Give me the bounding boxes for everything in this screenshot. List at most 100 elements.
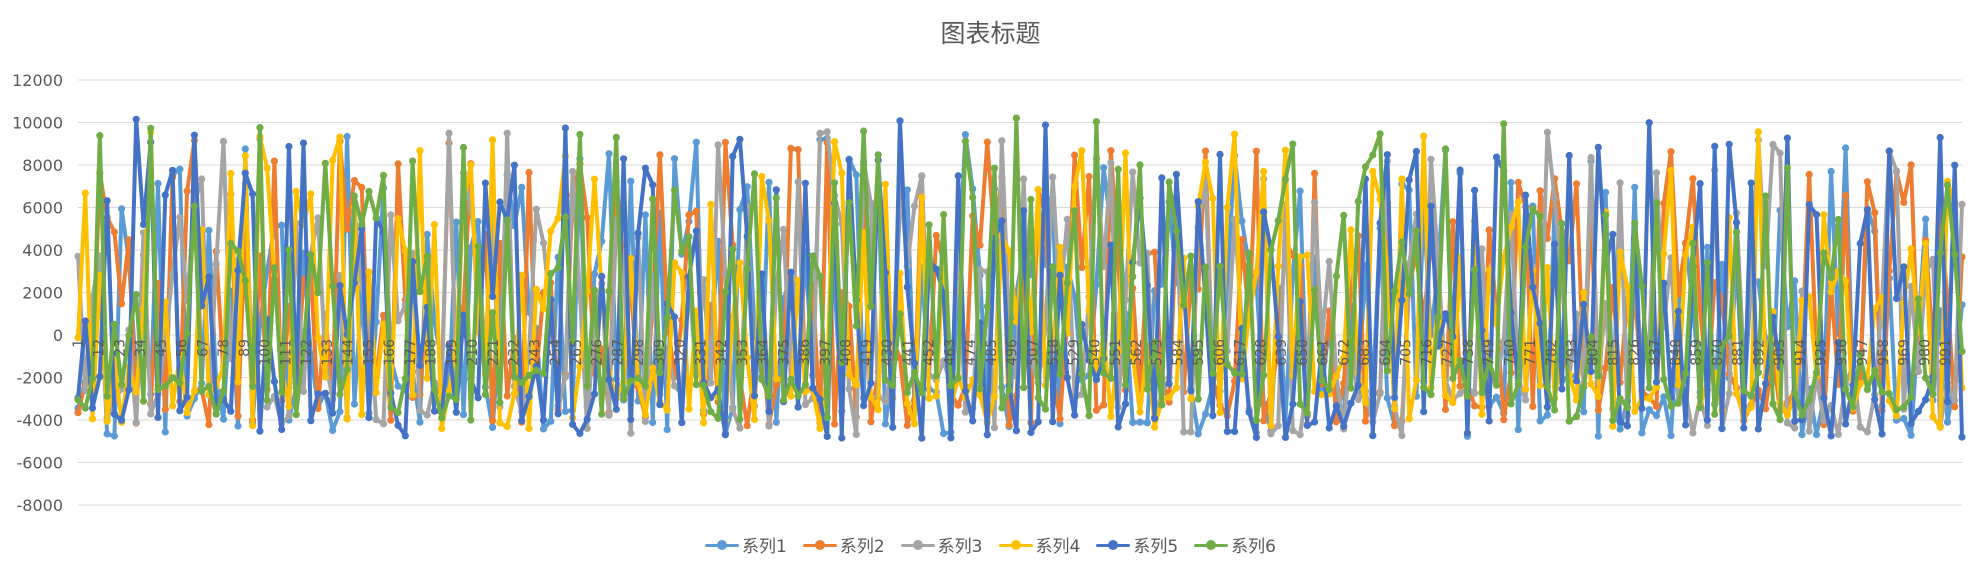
data-point [678,419,686,427]
x-tick-label: 12 [92,339,108,357]
data-point [1405,415,1413,423]
data-point [605,376,613,384]
data-point [329,426,337,434]
data-point [387,403,395,412]
data-point [1645,395,1653,403]
data-point [576,362,584,371]
data-point [1231,369,1239,377]
data-point [656,401,664,409]
data-point [743,354,751,362]
data-point [874,406,882,414]
data-point [772,418,780,426]
data-point [481,390,489,399]
data-point [801,179,810,187]
data-point [539,416,548,424]
data-point [990,392,999,400]
x-tick-label: 353 [735,339,751,366]
data-point [481,179,489,187]
data-point [692,207,700,215]
data-point [314,289,322,297]
data-point [336,133,344,141]
data-point [1325,257,1333,265]
data-point [1558,385,1566,393]
data-point [532,285,540,293]
data-point [1660,279,1668,287]
data-point [561,124,570,132]
data-point [1391,405,1399,413]
data-point [1231,130,1239,138]
data-point [954,374,962,382]
data-point [1740,424,1748,432]
data-point [139,397,148,405]
data-point [1892,294,1901,303]
data-point [1456,382,1464,390]
data-point [932,372,940,380]
x-tick-label: 683 [1357,339,1373,366]
data-point [1216,262,1224,270]
data-point [1572,413,1581,421]
data-point [1427,155,1435,163]
data-point [176,165,184,173]
data-point [729,405,737,414]
data-point [1689,429,1697,437]
data-point [1136,418,1144,426]
data-point [1863,178,1871,186]
data-point [1674,381,1682,389]
data-point [1121,400,1130,408]
data-point [1922,239,1930,248]
data-point [423,230,431,238]
data-point [176,213,184,221]
data-point [823,128,831,136]
data-point [961,408,970,416]
data-point [1805,427,1813,435]
data-point [736,415,744,423]
data-point [307,190,315,198]
data-point [961,387,970,395]
data-point [1856,351,1864,359]
data-point [1354,381,1362,389]
data-point [736,259,744,267]
data-point [569,167,577,176]
data-point [1594,392,1602,400]
data-point [889,381,897,389]
data-point [452,218,460,226]
data-point [1929,390,1937,398]
legend-swatch [1096,539,1131,551]
data-point [350,192,358,200]
data-point [1223,203,1231,211]
legend-item-series-1: 系列1 [705,532,787,557]
data-point [1660,250,1668,258]
data-point [976,241,984,249]
data-point [96,373,104,381]
data-point [1063,279,1071,287]
data-point [212,260,220,268]
data-point [1500,416,1508,424]
data-point [423,374,431,382]
data-point [1071,183,1079,191]
data-point [1754,425,1762,433]
data-point [1863,386,1871,394]
data-point [692,227,700,235]
data-point [1252,416,1260,424]
data-point [241,145,249,153]
y-tick-label: 10000 [12,114,63,133]
data-point [1703,259,1711,267]
data-point [518,379,526,387]
data-point [198,175,206,183]
data-point [1260,371,1268,379]
x-tick-label: 430 [880,339,896,366]
data-point [132,419,140,427]
data-point [816,129,824,137]
data-point [401,375,409,383]
data-point [1165,393,1173,401]
data-point [845,385,853,393]
x-tick-label: 903 [1772,339,1788,366]
data-point [1922,374,1930,382]
data-point [343,366,351,374]
data-point [1551,240,1559,248]
data-point [1456,389,1464,398]
data-point [641,164,650,172]
data-point [387,211,395,219]
data-point [998,217,1006,225]
data-point [969,417,977,425]
